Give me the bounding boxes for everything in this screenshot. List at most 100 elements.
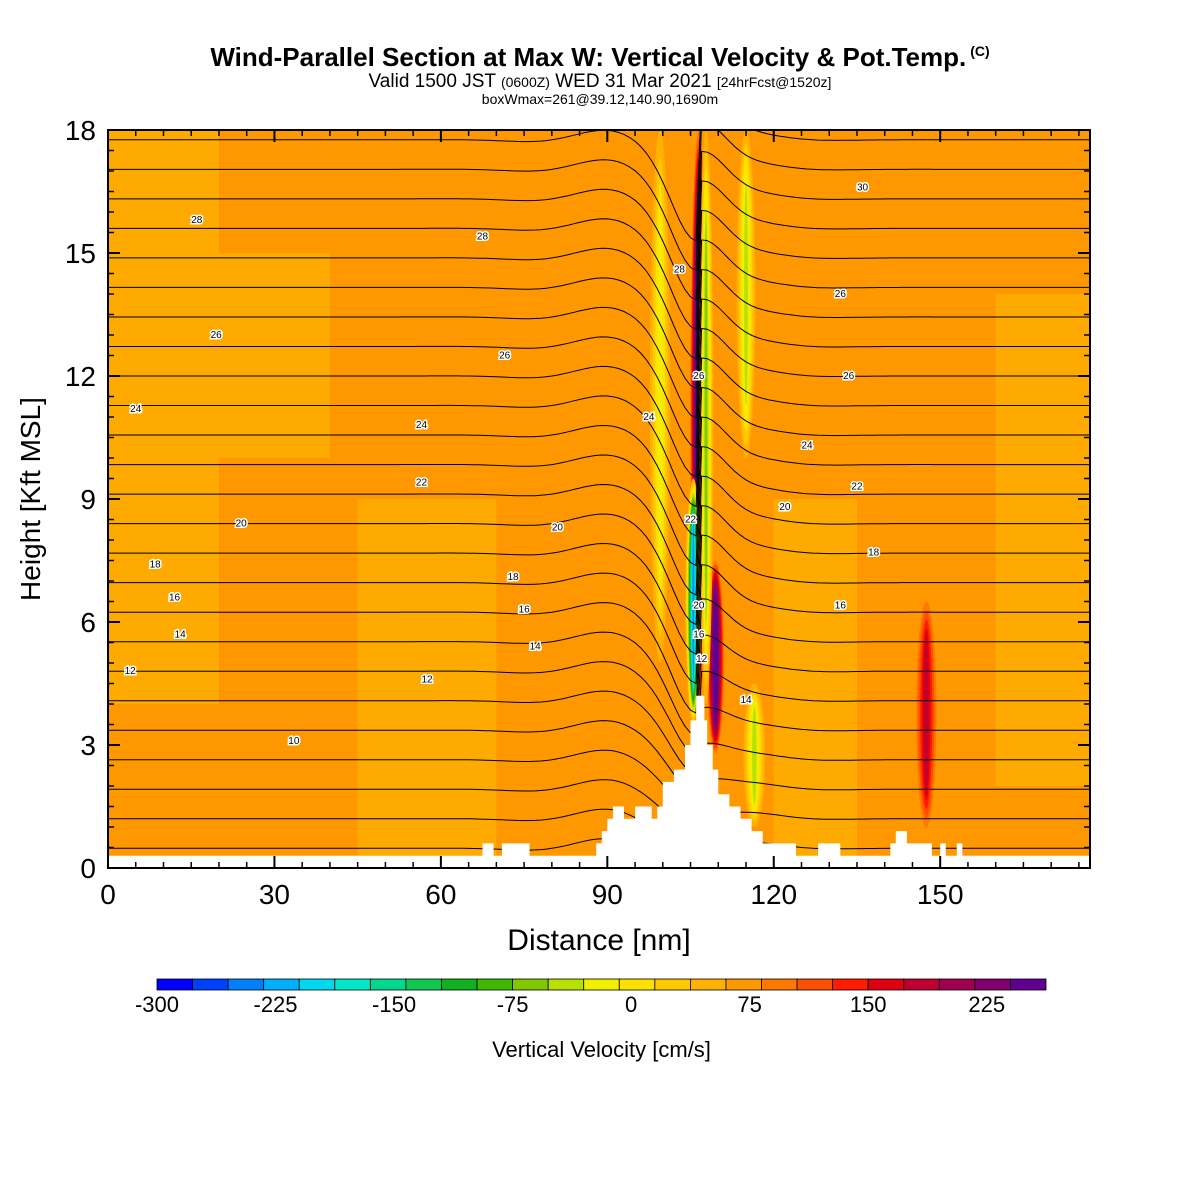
theta-contour — [108, 475, 1090, 626]
colorbar-swatch — [369, 978, 407, 991]
contour-label: 28 — [477, 232, 489, 243]
contour-label: 28 — [191, 215, 203, 226]
colorbar-swatch — [476, 978, 514, 991]
y-tick-label: 3 — [80, 730, 96, 761]
colorbar-swatch — [903, 978, 940, 991]
theta-contour — [108, 778, 1090, 830]
theta-contour — [108, 298, 1090, 449]
colorbar-swatch — [512, 978, 549, 991]
theta-contour — [108, 446, 1090, 596]
theta-contour — [108, 706, 1090, 793]
contour-label: 14 — [530, 642, 542, 653]
contour-label: 18 — [150, 560, 162, 571]
colorbar-swatch — [761, 978, 798, 991]
contour-label: 12 — [421, 674, 433, 685]
theta-contour — [108, 239, 1090, 390]
velocity-cell — [692, 524, 694, 679]
velocity-patch — [108, 130, 219, 704]
contour-label: 24 — [643, 412, 655, 423]
contour-label: 20 — [779, 502, 791, 513]
contour-label: 24 — [801, 441, 813, 452]
chart-title-text: Wind-Parallel Section at Max W: Vertical… — [210, 42, 967, 72]
colorbar-swatch — [938, 978, 976, 991]
colorbar-tick-label: -225 — [254, 992, 298, 1017]
theta-contour — [108, 670, 1090, 774]
valid-prefix: Valid 1500 JST — [368, 71, 496, 92]
forecast-info: [24hrFcst@1520z] — [716, 74, 832, 90]
velocity-cell — [924, 637, 929, 791]
colorbar-tick-label: -75 — [497, 992, 529, 1017]
y-tick-label: 0 — [80, 853, 96, 884]
contour-label: 22 — [416, 478, 428, 489]
contour-label: 26 — [693, 371, 705, 382]
colorbar-swatch — [156, 978, 193, 991]
theta-contours — [108, 130, 1090, 868]
contour-label: 30 — [857, 182, 869, 193]
theta-contour — [108, 209, 1090, 360]
colorbar-tick-label: 75 — [737, 992, 761, 1017]
plot-area: 28 28 28 30 26 26 26 26 26 24 24 24 24 22 22 22 20 20 20 20… — [108, 130, 1090, 868]
colorbar-swatch — [227, 978, 265, 991]
colorbar-tick-label: 150 — [850, 992, 887, 1017]
contour-label: 16 — [169, 592, 181, 603]
axes: 0 30 60 90 120 150 0 3 6 9 12 15 18 — [65, 115, 1090, 910]
contour-label: 24 — [416, 420, 428, 431]
x-tick-label: 120 — [750, 879, 797, 910]
colorbar-swatch — [334, 978, 371, 991]
y-tick-label: 6 — [80, 607, 96, 638]
x-tick-label: 30 — [259, 879, 290, 910]
contour-label: 20 — [552, 523, 564, 534]
velocity-cell — [704, 225, 708, 609]
contour-label: 22 — [851, 482, 863, 493]
colorbar-label: Vertical Velocity [cm/s] — [492, 1037, 711, 1062]
colorbar-tick-label: 225 — [968, 992, 1005, 1017]
contour-label: 26 — [499, 351, 511, 362]
theta-contour — [108, 357, 1090, 508]
colorbar-swatch — [263, 978, 300, 991]
colorbar-swatch — [832, 978, 869, 991]
y-axis-label: Height [Kft MSL] — [15, 397, 46, 601]
x-tick-label: 60 — [425, 879, 456, 910]
copyright-mark: (C) — [970, 43, 990, 60]
contour-label: 20 — [693, 601, 705, 612]
colorbar-swatch — [690, 978, 727, 991]
colorbar-swatch — [405, 978, 442, 991]
contour-label: 18 — [868, 547, 880, 558]
colorbar-swatch — [441, 978, 478, 991]
theta-contour — [108, 534, 1090, 685]
contour-label: 26 — [843, 371, 855, 382]
velocity-cell — [657, 209, 663, 584]
colorbar-swatch — [654, 978, 691, 991]
contour-label: 28 — [674, 264, 686, 275]
contour-label: 10 — [288, 736, 300, 747]
velocity-cell — [752, 706, 757, 805]
velocity-cell — [744, 182, 748, 406]
colorbar-swatch — [618, 978, 656, 991]
theta-contour — [108, 634, 1090, 756]
contour-label: 12 — [125, 666, 137, 677]
valid-zulu: (0600Z) — [500, 74, 550, 90]
colorbar-swatch — [725, 978, 762, 991]
theta-contour — [108, 150, 1090, 301]
velocity-patch — [773, 499, 857, 868]
box-wmax-info: boxWmax=261@39.12,140.90,1690m — [481, 91, 719, 107]
theta-contour — [108, 268, 1090, 419]
y-tick-label: 12 — [65, 361, 96, 392]
contour-label: 26 — [835, 289, 847, 300]
contour-label: 16 — [519, 605, 531, 616]
theta-contour — [108, 416, 1090, 567]
contour-label: 20 — [236, 519, 248, 530]
velocity-background — [108, 130, 1090, 868]
colorbar-tick-label: 0 — [625, 992, 637, 1017]
valid-time-line: Valid 1500 JST (0600Z) WED 31 Mar 2021 [… — [0, 72, 1200, 91]
velocity-patch — [357, 499, 497, 868]
colorbar: -300 -225 -150 -75 0 75 150 225 — [135, 978, 1047, 1017]
chart-title: Wind-Parallel Section at Max W: Vertical… — [0, 44, 1200, 70]
contour-label: 14 — [740, 695, 752, 706]
theta-contour — [108, 505, 1090, 655]
contour-label: 16 — [693, 629, 705, 640]
colorbar-swatch — [298, 978, 336, 991]
colorbar-swatch — [867, 978, 905, 991]
theta-contour — [108, 598, 1090, 737]
